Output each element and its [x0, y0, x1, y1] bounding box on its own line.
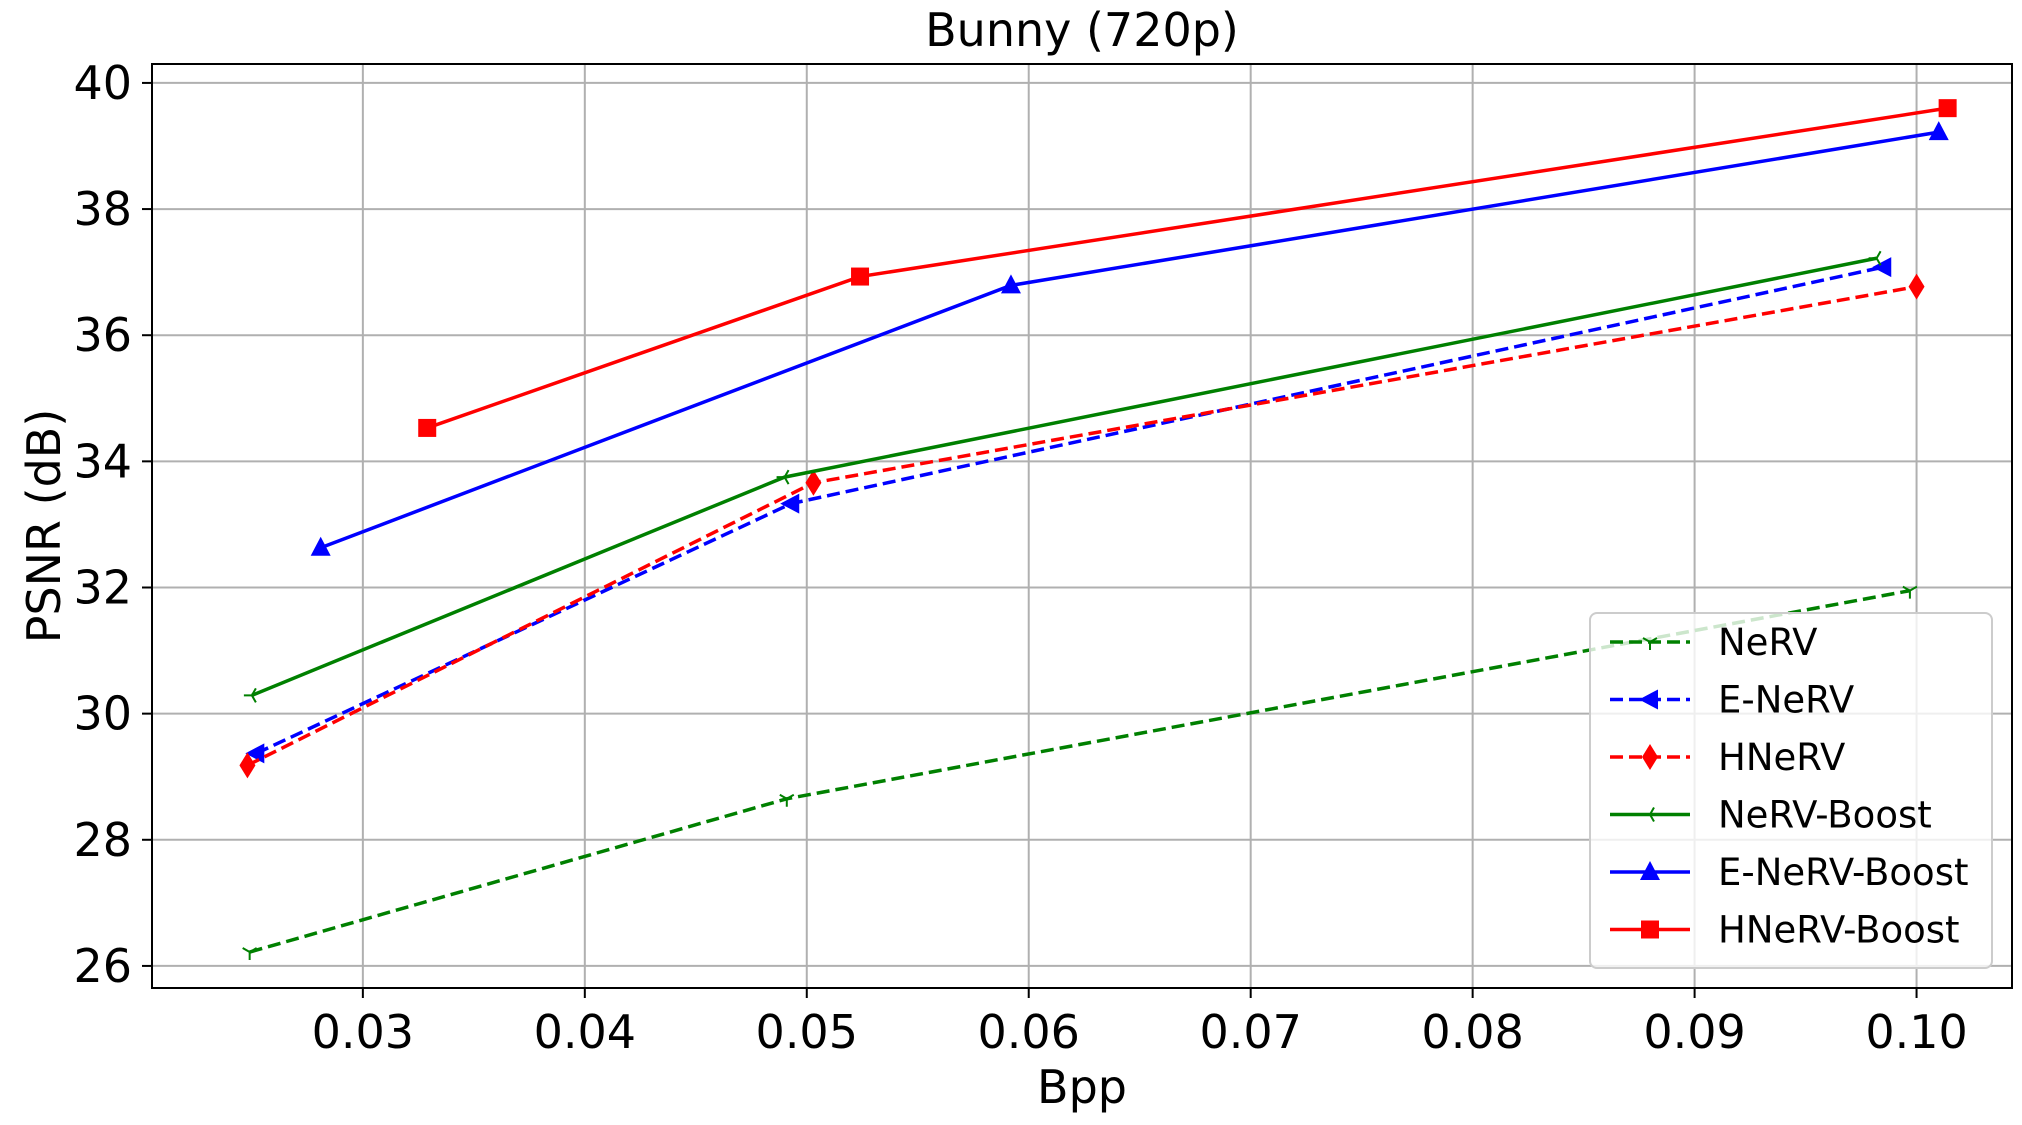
series-nerv [242, 585, 1918, 961]
series-nerv-boost [243, 250, 1882, 703]
y-axis-label: PSNR (dB) [17, 409, 71, 644]
x-axis-ticks: 0.03 0.04 0.05 0.06 0.07 0.08 0.09 0.10 [312, 988, 1968, 1059]
y-tick-label: 28 [73, 813, 132, 867]
x-tick-label: 0.10 [1865, 1005, 1967, 1059]
data-point-marker [1641, 920, 1659, 939]
data-point-marker [418, 418, 437, 437]
data-point-marker [239, 752, 256, 779]
data-point-marker [851, 267, 870, 286]
marker-stroke [1902, 585, 1918, 599]
legend-entry: E-NeRV [1610, 679, 1854, 722]
marker-stroke [242, 947, 258, 961]
data-point-marker [1642, 807, 1655, 822]
data-point-marker [1642, 744, 1658, 770]
data-point-marker [1639, 689, 1658, 710]
data-point-marker [1902, 585, 1918, 599]
y-tick-label: 34 [73, 434, 132, 488]
x-tick-label: 0.07 [1199, 1005, 1301, 1059]
chart-title: Bunny (720p) [925, 3, 1239, 57]
marker-stroke [1868, 250, 1882, 266]
x-axis-label: Bpp [1037, 1060, 1127, 1114]
marker-stroke [1642, 637, 1658, 650]
y-tick-label: 36 [73, 308, 132, 362]
plot-frame [151, 63, 2013, 989]
x-tick-label: 0.06 [978, 1005, 1080, 1059]
legend-entry: HNeRV-Boost [1610, 909, 1960, 952]
x-tick-label: 0.09 [1643, 1005, 1745, 1059]
data-point-marker [1938, 99, 1957, 118]
y-tick-label: 40 [73, 56, 132, 110]
marker-stroke [1642, 807, 1655, 822]
series-layer [239, 99, 1957, 961]
marker-stroke [779, 793, 795, 807]
legend-entry: E-NeRV-Boost [1610, 851, 1968, 894]
marker-stroke [243, 687, 257, 703]
data-point-marker [243, 687, 257, 703]
data-point-marker [1928, 121, 1949, 141]
y-tick-label: 30 [73, 687, 132, 741]
x-tick-label: 0.04 [534, 1005, 636, 1059]
data-point-marker [805, 469, 822, 496]
data-point-marker [779, 793, 795, 807]
legend-box [1589, 612, 1993, 969]
data-point-marker [1872, 257, 1892, 278]
marker-stroke [776, 469, 790, 485]
data-point-marker [1868, 250, 1882, 266]
data-point-marker [245, 743, 265, 764]
y-axis-ticks: 26 28 30 32 34 36 38 40 [73, 56, 152, 993]
legend: NeRV E-NeRV HNeRV NeRV-Boost E-NeRV-Boost HNe… [1589, 612, 1993, 969]
series-hnerv-boost [418, 99, 1957, 437]
legend-entry: NeRV [1610, 621, 1817, 664]
legend-label: E-NeRV [1718, 679, 1854, 722]
data-point-marker [242, 947, 258, 961]
series-hnerv [239, 273, 1925, 779]
legend-entry: NeRV-Boost [1610, 794, 1932, 837]
data-point-marker [1908, 273, 1925, 300]
legend-label: HNeRV [1718, 736, 1845, 779]
data-point-marker [1642, 637, 1658, 650]
data-point-marker [310, 536, 331, 556]
x-tick-label: 0.05 [756, 1005, 858, 1059]
y-tick-label: 26 [73, 939, 132, 993]
legend-label: NeRV [1718, 621, 1817, 664]
y-tick-label: 38 [73, 182, 132, 236]
data-point-marker [1000, 274, 1021, 294]
x-tick-label: 0.08 [1421, 1005, 1523, 1059]
y-tick-label: 32 [73, 560, 132, 614]
series-e-nerv-boost [310, 121, 1949, 556]
legend-label: NeRV-Boost [1718, 794, 1932, 837]
data-point-marker [780, 493, 800, 514]
x-tick-label: 0.03 [312, 1005, 414, 1059]
data-point-marker [776, 469, 790, 485]
legend-label: HNeRV-Boost [1718, 909, 1960, 952]
data-point-marker [1640, 861, 1660, 880]
legend-label: E-NeRV-Boost [1718, 851, 1968, 894]
legend-entry: HNeRV [1610, 736, 1845, 779]
